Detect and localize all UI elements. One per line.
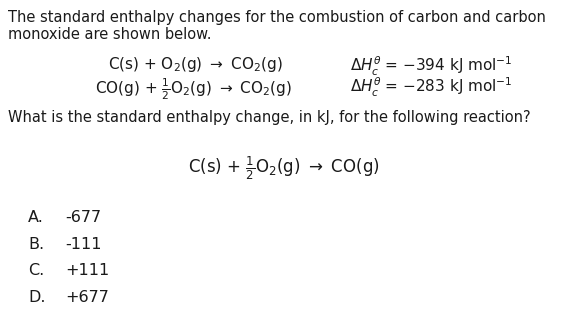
Text: D.: D. [28, 290, 45, 305]
Text: C(s) + O$_2$(g) $\rightarrow$ CO$_2$(g): C(s) + O$_2$(g) $\rightarrow$ CO$_2$(g) [108, 55, 283, 74]
Text: B.: B. [28, 237, 44, 252]
Text: -677: -677 [65, 210, 101, 225]
Text: -111: -111 [65, 237, 102, 252]
Text: +677: +677 [65, 290, 109, 305]
Text: $\Delta H_c^{\theta}$ = −283 kJ mol$^{-1}$: $\Delta H_c^{\theta}$ = −283 kJ mol$^{-1… [350, 76, 513, 99]
Text: $\Delta H_c^{\theta}$ = −394 kJ mol$^{-1}$: $\Delta H_c^{\theta}$ = −394 kJ mol$^{-1… [350, 55, 513, 78]
Text: monoxide are shown below.: monoxide are shown below. [8, 27, 211, 42]
Text: C(s) + $\frac{1}{2}$O$_2$(g) $\rightarrow$ CO(g): C(s) + $\frac{1}{2}$O$_2$(g) $\rightarro… [188, 155, 380, 182]
Text: +111: +111 [65, 263, 109, 278]
Text: C.: C. [28, 263, 44, 278]
Text: What is the standard enthalpy change, in kJ, for the following reaction?: What is the standard enthalpy change, in… [8, 110, 531, 125]
Text: A.: A. [28, 210, 44, 225]
Text: CO(g) + $\frac{1}{2}$O$_2$(g) $\rightarrow$ CO$_2$(g): CO(g) + $\frac{1}{2}$O$_2$(g) $\rightarr… [95, 76, 292, 102]
Text: The standard enthalpy changes for the combustion of carbon and carbon: The standard enthalpy changes for the co… [8, 10, 546, 25]
